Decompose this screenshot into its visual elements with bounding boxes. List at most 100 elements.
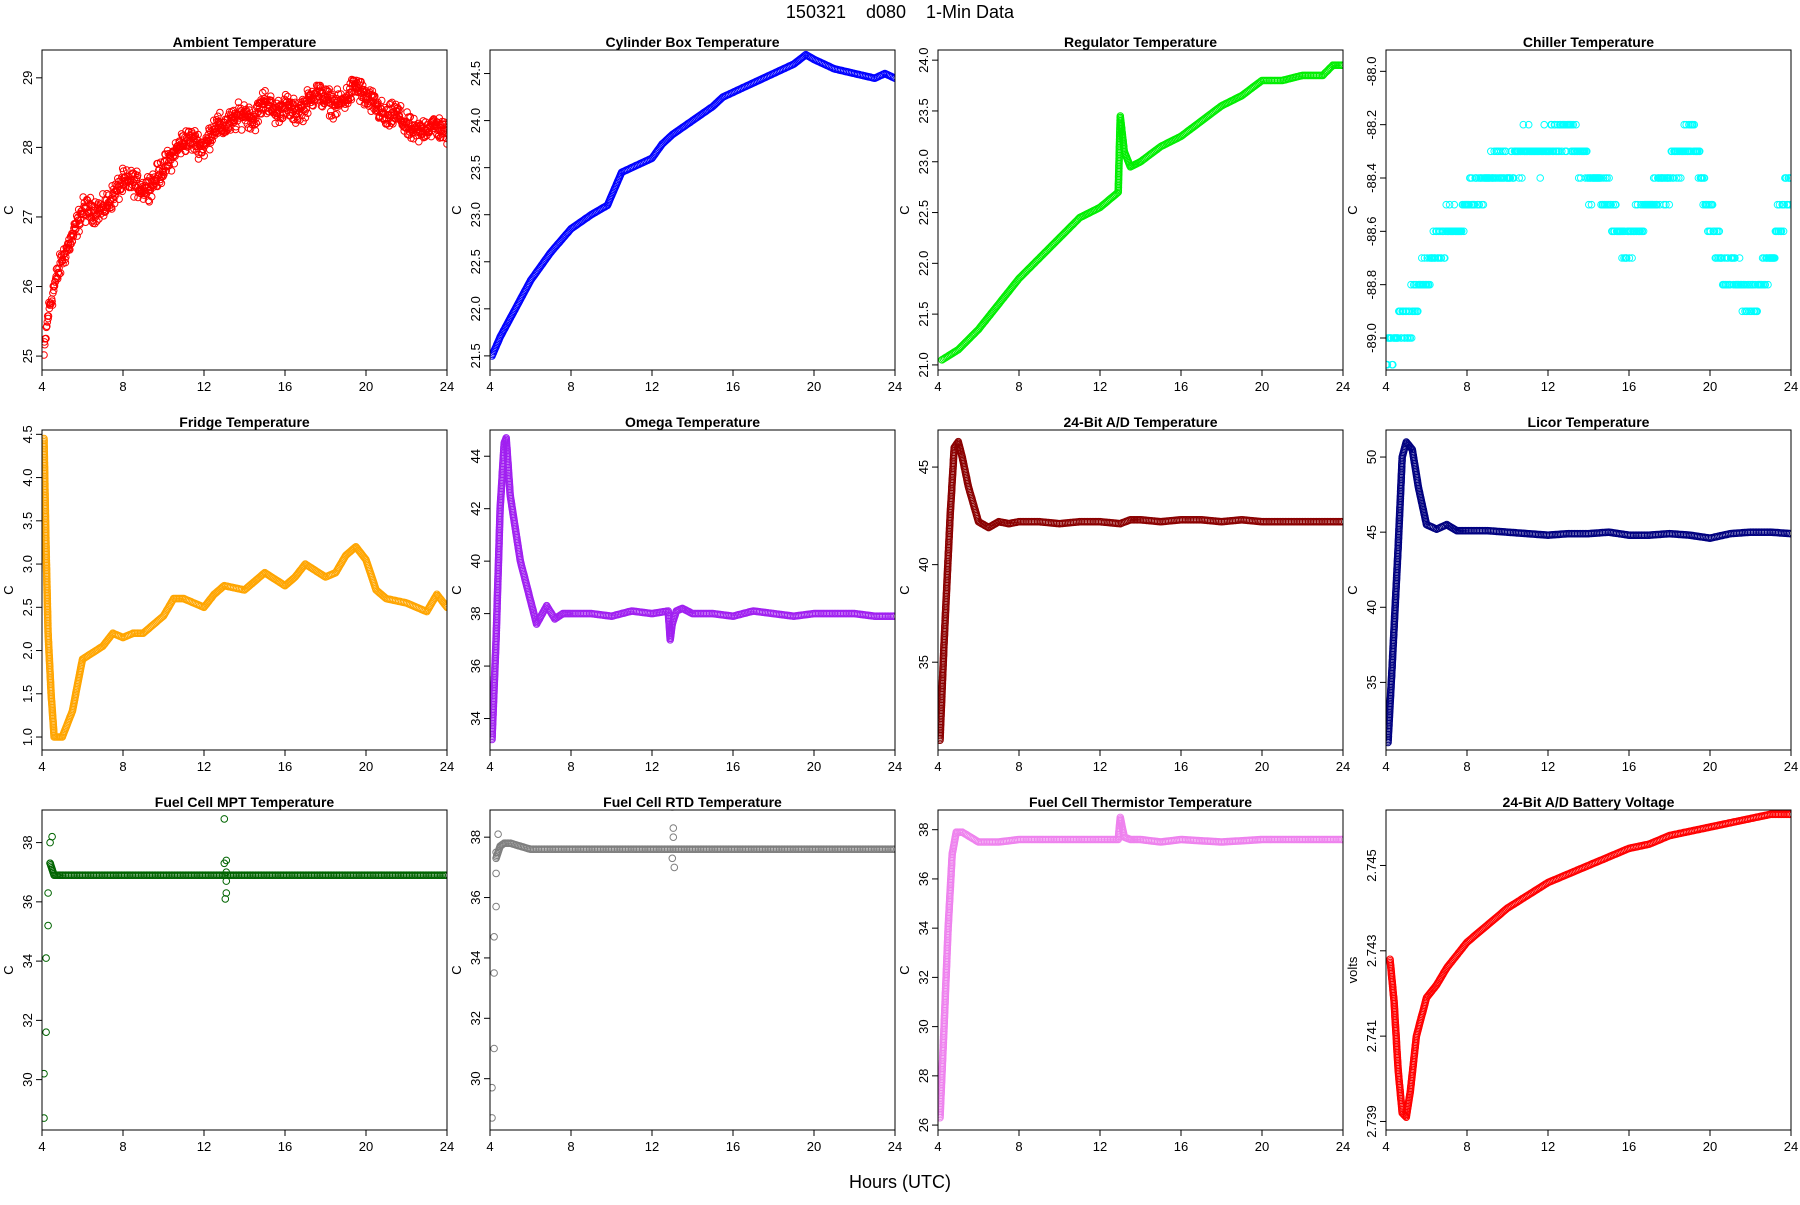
x-tick-label: 12 bbox=[1541, 759, 1555, 774]
x-tick-label: 20 bbox=[1255, 759, 1269, 774]
y-tick-label: 50 bbox=[1364, 450, 1379, 464]
y-axis-label: C bbox=[1, 585, 16, 594]
y-tick-label: 1.0 bbox=[20, 728, 35, 746]
y-tick-label: 28 bbox=[20, 140, 35, 154]
x-tick-label: 8 bbox=[1463, 379, 1470, 394]
x-tick-label: 20 bbox=[359, 379, 373, 394]
chart-title: Cylinder Box Temperature bbox=[605, 34, 779, 50]
y-axis-label: C bbox=[1345, 205, 1360, 214]
y-axis-label: C bbox=[1, 205, 16, 214]
x-tick-label: 8 bbox=[1463, 759, 1470, 774]
y-tick-label: 26 bbox=[20, 279, 35, 293]
y-tick-label: 23.0 bbox=[468, 202, 483, 227]
x-tick-label: 4 bbox=[934, 759, 941, 774]
plot-frame bbox=[490, 430, 895, 750]
y-tick-label: 22.0 bbox=[916, 251, 931, 276]
series-points bbox=[1383, 121, 1795, 368]
y-tick-label: 21.0 bbox=[916, 352, 931, 377]
x-tick-label: 24 bbox=[888, 759, 902, 774]
x-tick-label: 24 bbox=[1336, 379, 1350, 394]
x-tick-label: 8 bbox=[1015, 759, 1022, 774]
y-tick-label: 44 bbox=[468, 449, 483, 463]
plot-frame bbox=[490, 50, 895, 370]
x-tick-label: 24 bbox=[1336, 759, 1350, 774]
series-points bbox=[489, 51, 899, 359]
y-tick-label: -89.0 bbox=[1364, 323, 1379, 353]
x-tick-label: 12 bbox=[1541, 379, 1555, 394]
y-tick-label: 42 bbox=[468, 501, 483, 515]
data-point bbox=[1537, 175, 1544, 182]
data-point bbox=[43, 955, 50, 962]
chart-title: Fuel Cell MPT Temperature bbox=[155, 794, 335, 810]
series-points bbox=[937, 438, 1347, 743]
x-tick-label: 20 bbox=[807, 759, 821, 774]
data-point bbox=[207, 146, 214, 153]
y-tick-label: 2.5 bbox=[20, 598, 35, 616]
x-tick-label: 16 bbox=[278, 379, 292, 394]
series-points bbox=[489, 435, 899, 743]
x-tick-label: 8 bbox=[119, 759, 126, 774]
y-tick-label: 21.5 bbox=[468, 343, 483, 368]
x-tick-label: 20 bbox=[1703, 759, 1717, 774]
y-tick-label: 3.5 bbox=[20, 512, 35, 530]
x-tick-label: 16 bbox=[726, 759, 740, 774]
y-tick-label: 22.0 bbox=[468, 296, 483, 321]
x-tick-label: 12 bbox=[1093, 759, 1107, 774]
y-axis-label: C bbox=[449, 585, 464, 594]
series-points bbox=[41, 816, 451, 1122]
data-point bbox=[238, 127, 245, 134]
plot-frame bbox=[1386, 50, 1791, 370]
x-tick-label: 16 bbox=[1174, 379, 1188, 394]
series-points bbox=[41, 76, 451, 358]
y-tick-label: 40 bbox=[1364, 600, 1379, 614]
data-point bbox=[272, 120, 279, 127]
plot-frame bbox=[1386, 430, 1791, 750]
y-tick-label: 23.5 bbox=[916, 98, 931, 123]
series-points bbox=[939, 62, 1347, 363]
y-tick-label: 27 bbox=[20, 210, 35, 224]
x-tick-label: 20 bbox=[1255, 379, 1269, 394]
y-tick-label: 23.0 bbox=[916, 149, 931, 174]
y-tick-label: 4.0 bbox=[20, 469, 35, 487]
y-axis-label: C bbox=[897, 205, 912, 214]
data-point bbox=[43, 1029, 50, 1036]
x-tick-label: 20 bbox=[359, 759, 373, 774]
chart-title: Omega Temperature bbox=[625, 414, 760, 430]
x-tick-label: 24 bbox=[440, 379, 454, 394]
data-point bbox=[221, 816, 228, 823]
data-point bbox=[45, 890, 52, 897]
x-tick-label: 8 bbox=[567, 379, 574, 394]
plot-frame bbox=[938, 430, 1343, 750]
y-tick-label: 25 bbox=[20, 349, 35, 363]
x-tick-label: 16 bbox=[726, 379, 740, 394]
data-point bbox=[1451, 201, 1458, 208]
y-tick-label: 36 bbox=[468, 659, 483, 673]
x-tick-label: 16 bbox=[278, 759, 292, 774]
y-tick-label: -88.8 bbox=[1364, 270, 1379, 300]
y-tick-label: 29 bbox=[20, 71, 35, 85]
chart-title: 24-Bit A/D Temperature bbox=[1063, 414, 1217, 430]
y-tick-label: 40 bbox=[468, 554, 483, 568]
y-tick-label: 22.5 bbox=[468, 249, 483, 274]
x-tick-label: 16 bbox=[1174, 759, 1188, 774]
data-point bbox=[45, 922, 52, 929]
x-tick-label: 16 bbox=[1622, 759, 1636, 774]
y-tick-label: 1.5 bbox=[20, 685, 35, 703]
y-tick-label: 3.0 bbox=[20, 555, 35, 573]
y-tick-label: 38 bbox=[468, 606, 483, 620]
y-tick-label: 45 bbox=[1364, 525, 1379, 539]
y-tick-label: 45 bbox=[916, 460, 931, 474]
x-tick-label: 20 bbox=[1703, 379, 1717, 394]
y-tick-label: 4.5 bbox=[20, 425, 35, 443]
x-tick-label: 8 bbox=[119, 379, 126, 394]
